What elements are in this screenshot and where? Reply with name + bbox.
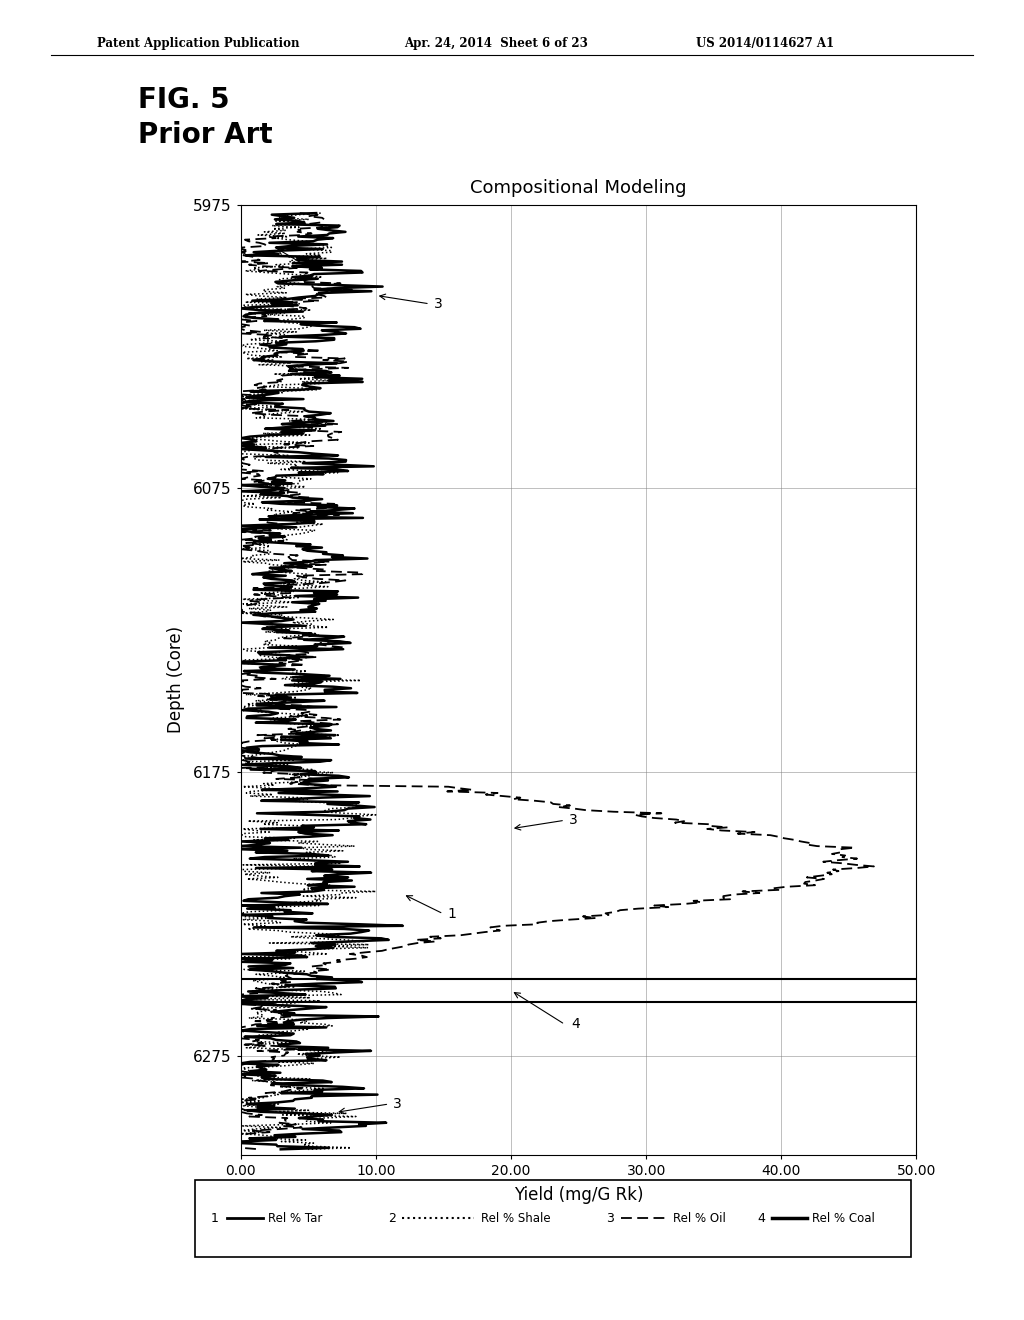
Text: 2: 2 [388,1212,395,1225]
Text: 3: 3 [434,297,442,312]
Text: Rel % Shale: Rel % Shale [481,1212,551,1225]
Text: Rel % Tar: Rel % Tar [267,1212,323,1225]
Text: 3: 3 [393,1097,402,1111]
Text: 4: 4 [571,1018,581,1031]
Text: US 2014/0114627 A1: US 2014/0114627 A1 [696,37,835,50]
Y-axis label: Depth (Core): Depth (Core) [167,626,184,734]
Text: 1: 1 [211,1212,218,1225]
Text: Apr. 24, 2014  Sheet 6 of 23: Apr. 24, 2014 Sheet 6 of 23 [404,37,589,50]
Text: 3: 3 [569,813,578,828]
Text: FIG. 5: FIG. 5 [138,86,229,114]
Text: 3: 3 [606,1212,614,1225]
Text: 1: 1 [447,907,457,921]
Text: 1: 1 [311,260,319,275]
Text: 4: 4 [261,331,269,345]
Text: Prior Art: Prior Art [138,121,272,149]
X-axis label: Yield (mg/G Rk): Yield (mg/G Rk) [514,1187,643,1204]
Title: Compositional Modeling: Compositional Modeling [470,180,687,198]
Text: 4: 4 [757,1212,765,1225]
Text: Rel % Coal: Rel % Coal [812,1212,876,1225]
Text: Patent Application Publication: Patent Application Publication [97,37,300,50]
Text: Rel % Oil: Rel % Oil [674,1212,726,1225]
